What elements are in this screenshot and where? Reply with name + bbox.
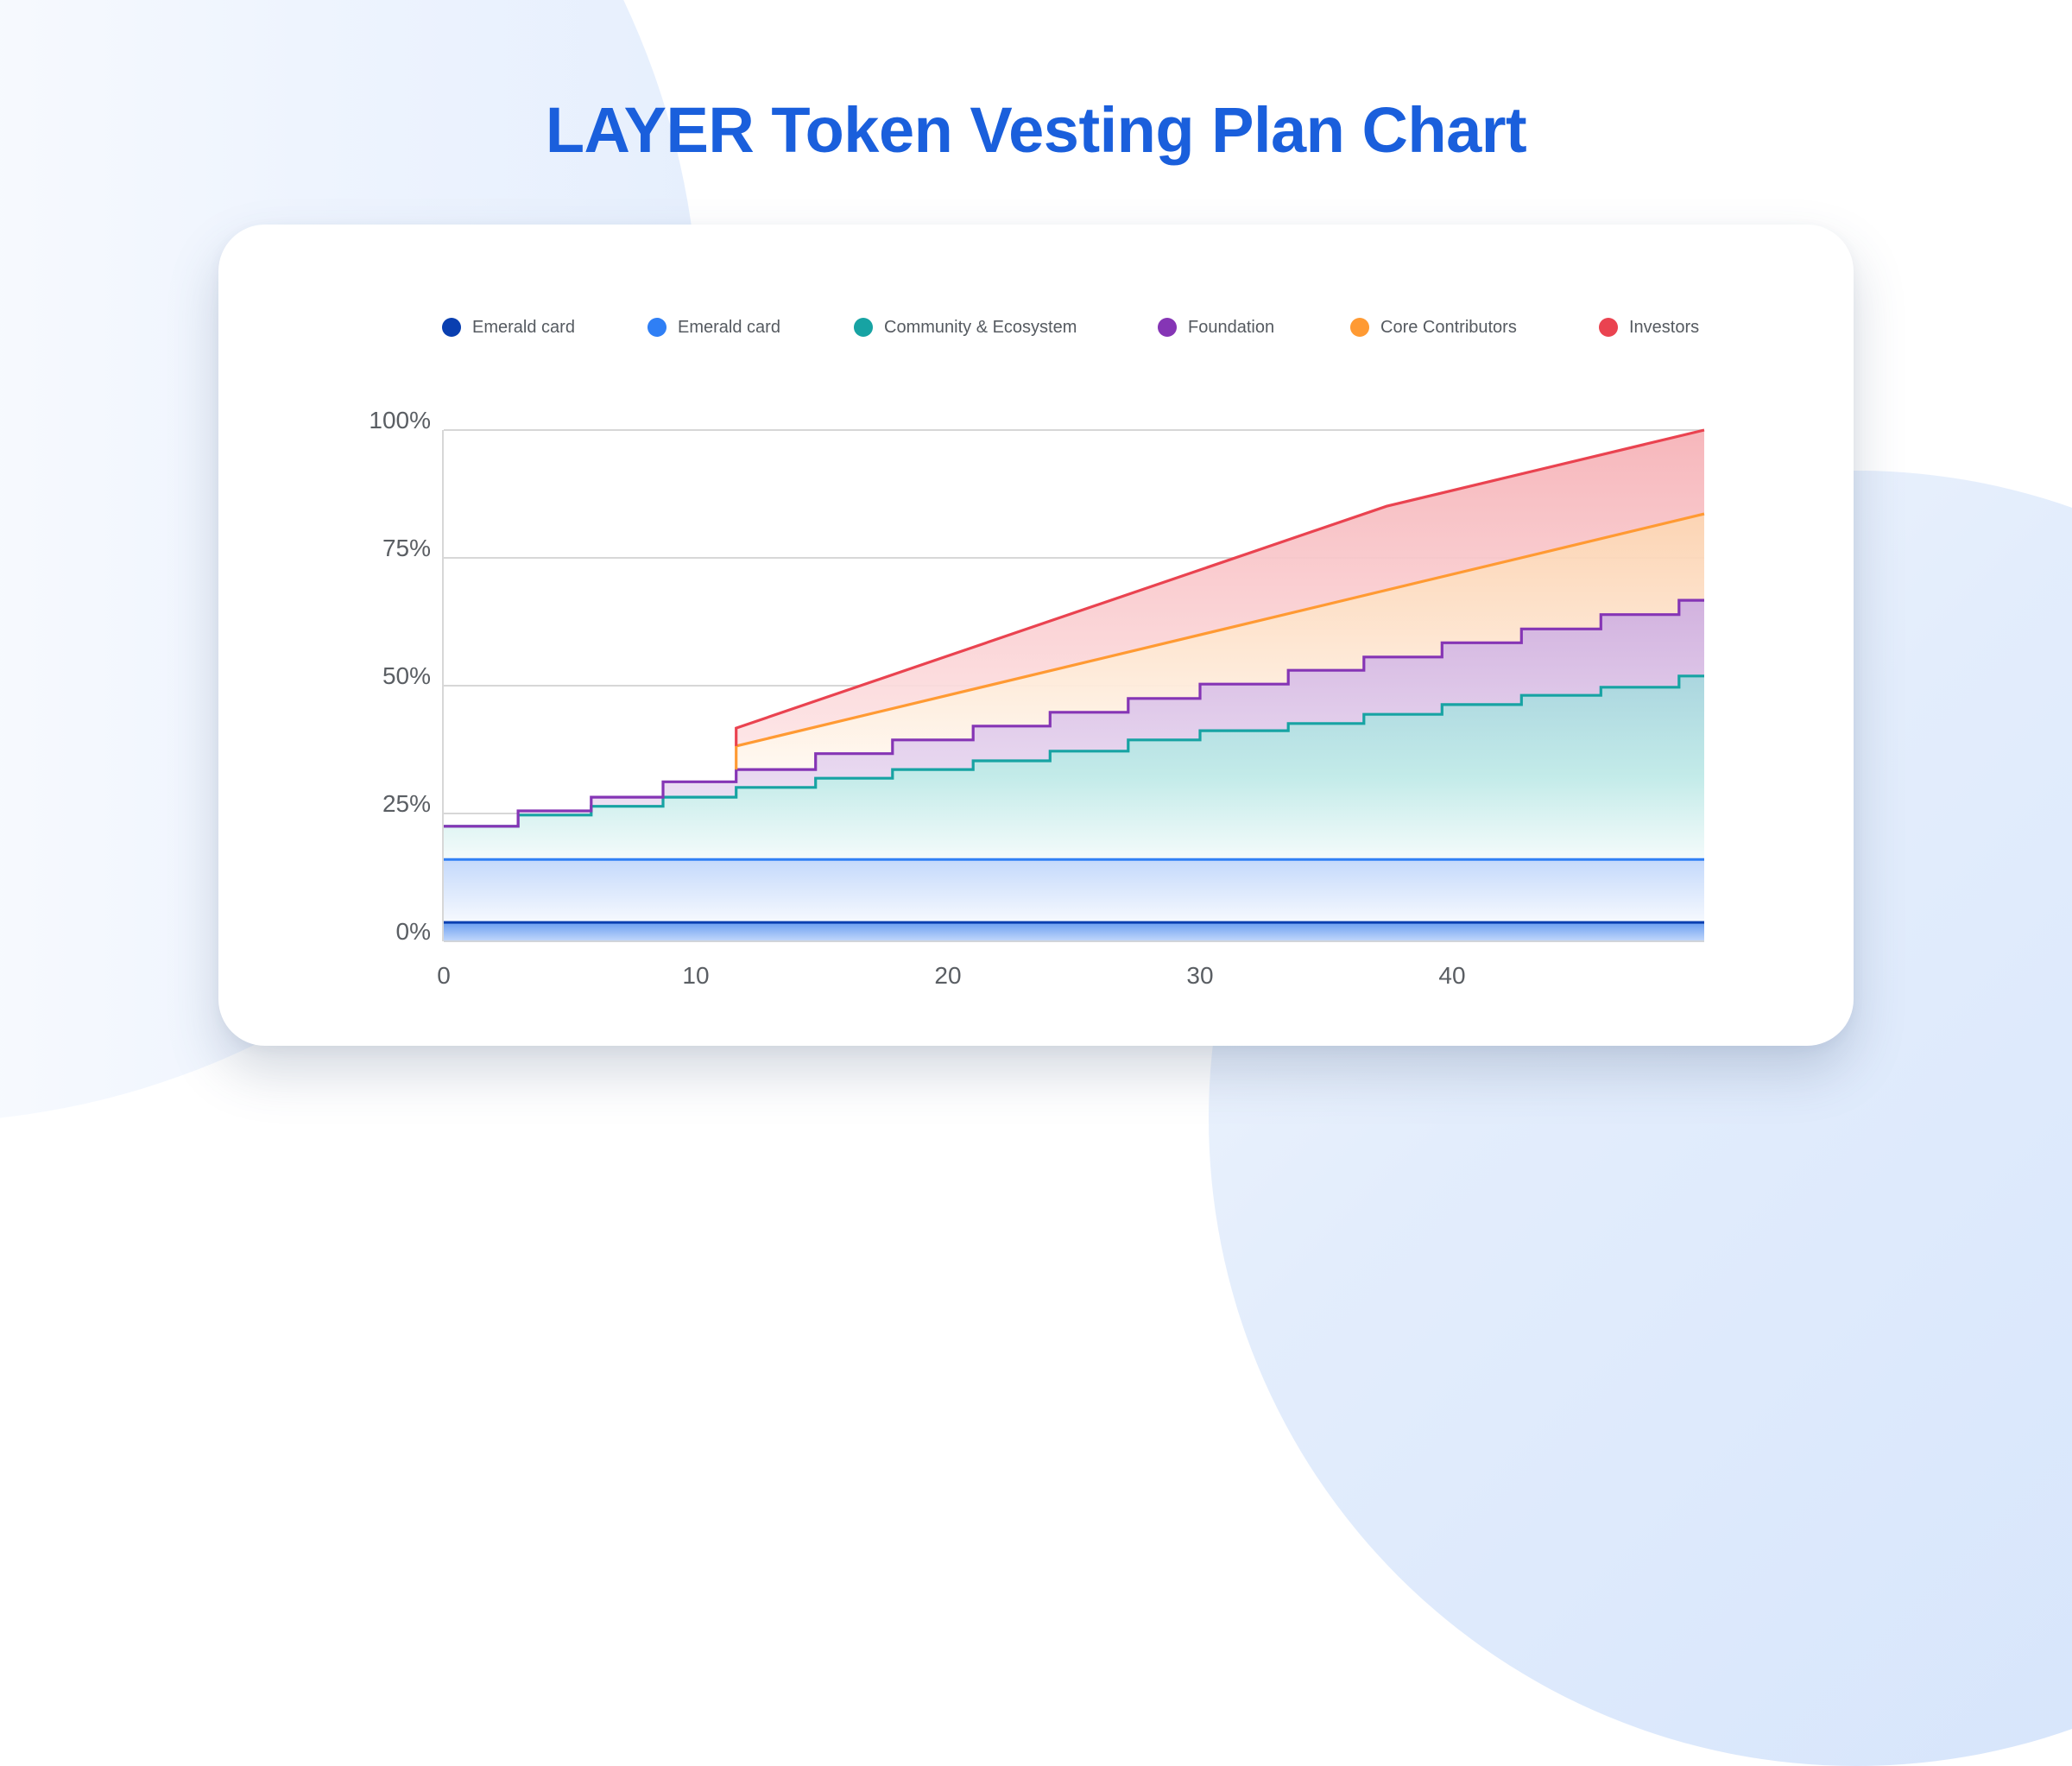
y-tick-label: 50% bbox=[382, 662, 431, 689]
legend-label: Community & Ecosystem bbox=[884, 317, 1077, 337]
x-tick-label: 0 bbox=[437, 962, 451, 989]
legend-label: Foundation bbox=[1188, 317, 1275, 337]
legend-item-investors[interactable]: Investors bbox=[1599, 314, 1699, 340]
legend-item-community-ecosystem[interactable]: Community & Ecosystem bbox=[854, 314, 1077, 340]
legend-dot-icon bbox=[648, 318, 666, 337]
y-tick-label: 0% bbox=[396, 918, 431, 945]
y-tick-label: 100% bbox=[369, 407, 431, 434]
legend-item-core-contributors[interactable]: Core Contributors bbox=[1350, 314, 1517, 340]
line-community-ecosystem bbox=[444, 674, 1704, 828]
y-tick-label: 75% bbox=[382, 535, 431, 561]
x-tick-label: 20 bbox=[934, 962, 961, 989]
area-emerald-card-dark bbox=[444, 922, 1704, 941]
area-community-ecosystem bbox=[444, 675, 1704, 860]
series-lines bbox=[444, 428, 1705, 924]
chart-legend: Emerald card Emerald card Community & Ec… bbox=[0, 314, 2072, 340]
legend-item-emerald-card-dark[interactable]: Emerald card bbox=[442, 314, 575, 340]
area-core-contributors bbox=[736, 514, 1705, 770]
page-title: LAYER Token Vesting Plan Chart bbox=[545, 94, 1527, 166]
legend-item-emerald-card-light[interactable]: Emerald card bbox=[648, 314, 780, 340]
axes: 0% 25% 50% 75% 100% 0 10 20 30 40 bbox=[369, 407, 1704, 989]
legend-dot-icon bbox=[442, 318, 461, 337]
area-investors bbox=[736, 430, 1705, 746]
legend-label: Emerald card bbox=[472, 317, 575, 337]
legend-dot-icon bbox=[1599, 318, 1618, 337]
legend-item-foundation[interactable]: Foundation bbox=[1158, 314, 1274, 340]
legend-label: Emerald card bbox=[678, 317, 780, 337]
x-tick-label: 30 bbox=[1186, 962, 1213, 989]
legend-dot-icon bbox=[854, 318, 873, 337]
line-investors bbox=[735, 428, 1705, 746]
legend-dot-icon bbox=[1350, 318, 1369, 337]
area-emerald-card-light bbox=[444, 859, 1704, 923]
y-tick-label: 25% bbox=[382, 790, 431, 817]
legend-dot-icon bbox=[1158, 318, 1177, 337]
legend-label: Core Contributors bbox=[1380, 317, 1517, 337]
x-tick-label: 10 bbox=[682, 962, 709, 989]
x-tick-label: 40 bbox=[1438, 962, 1465, 989]
vesting-chart: 0% 25% 50% 75% 100% 0 10 20 30 40 bbox=[369, 407, 1705, 989]
line-foundation bbox=[444, 598, 1704, 828]
legend-label: Investors bbox=[1629, 317, 1700, 337]
